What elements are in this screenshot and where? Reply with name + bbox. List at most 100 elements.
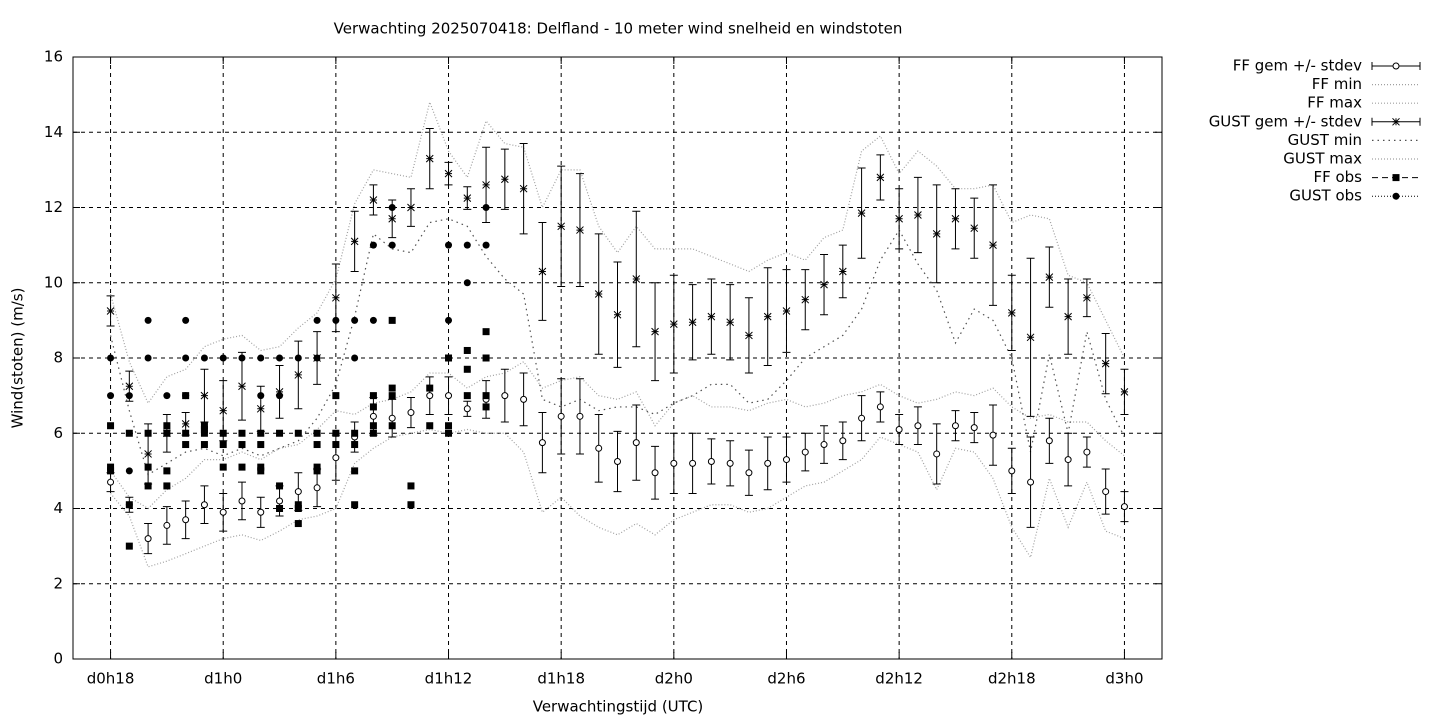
point: [820, 441, 828, 449]
x-tick-label: d0h18: [87, 670, 135, 688]
point: [163, 429, 171, 437]
point: [257, 392, 265, 400]
point: [294, 354, 302, 362]
point: [482, 403, 490, 411]
point: [351, 467, 359, 475]
point: [200, 391, 209, 400]
point: [219, 354, 227, 362]
legend-label: GUST max: [1283, 150, 1362, 168]
point: [989, 431, 997, 439]
legend-label: FF max: [1307, 94, 1362, 112]
point: [801, 448, 809, 456]
point: [1101, 359, 1110, 368]
point: [257, 429, 265, 437]
point: [219, 508, 227, 516]
point: [313, 354, 321, 362]
x-tick-label: d2h0: [655, 670, 693, 688]
x-tick-label: d1h12: [425, 670, 473, 688]
point: [425, 154, 434, 163]
point: [144, 450, 152, 458]
point: [276, 354, 284, 362]
point: [256, 404, 265, 413]
legend-marker: [1392, 174, 1400, 182]
point: [445, 241, 453, 249]
point: [313, 467, 321, 475]
point: [369, 196, 378, 204]
point: [482, 241, 490, 249]
y-tick-label: 6: [53, 424, 63, 442]
point: [745, 469, 753, 477]
point: [482, 204, 490, 211]
point: [388, 384, 396, 392]
point: [1083, 293, 1091, 302]
point: [1008, 467, 1016, 475]
point: [388, 414, 396, 422]
range-line: [109, 218, 1125, 476]
point: [764, 459, 772, 467]
point: [163, 521, 171, 529]
point: [200, 441, 208, 449]
point: [576, 412, 584, 420]
x-tick-label: d2h12: [875, 670, 923, 688]
point: [1102, 488, 1110, 496]
point: [557, 222, 566, 231]
point: [914, 211, 922, 219]
point: [200, 354, 208, 362]
x-tick-label: d1h18: [537, 670, 585, 688]
point: [932, 229, 941, 238]
range-line: [110, 428, 1125, 568]
point: [125, 467, 133, 475]
point: [614, 457, 621, 465]
point: [463, 279, 471, 287]
legend-label: FF min: [1312, 75, 1362, 93]
point: [294, 488, 302, 496]
point: [219, 406, 228, 415]
point: [445, 429, 453, 437]
point: [989, 241, 997, 249]
point: [520, 395, 528, 403]
point: [669, 320, 678, 328]
point: [369, 392, 377, 400]
point: [107, 392, 115, 400]
point: [445, 316, 453, 324]
point: [332, 293, 340, 302]
point: [144, 482, 152, 490]
point: [445, 422, 453, 430]
point: [238, 441, 246, 449]
point: [501, 392, 509, 400]
legend-label: FF gem +/- stdev: [1233, 57, 1362, 75]
point: [594, 290, 603, 298]
point: [933, 450, 941, 458]
point: [144, 354, 152, 362]
point: [332, 429, 340, 437]
point: [351, 316, 359, 324]
point: [538, 267, 547, 276]
point: [200, 501, 208, 509]
point: [388, 392, 396, 400]
point: [763, 312, 772, 321]
point: [125, 392, 133, 400]
point: [895, 214, 903, 223]
point: [1120, 388, 1129, 396]
point: [276, 392, 284, 400]
point: [107, 463, 115, 471]
point: [445, 392, 453, 400]
point: [688, 318, 697, 327]
point: [858, 414, 866, 422]
point: [313, 441, 321, 449]
point: [1064, 456, 1072, 464]
point: [144, 316, 152, 324]
point: [482, 328, 490, 336]
point: [332, 454, 340, 462]
point: [726, 318, 735, 327]
point: [632, 275, 641, 283]
point: [407, 409, 415, 417]
point: [689, 459, 697, 467]
point: [369, 429, 377, 437]
point: [182, 354, 190, 362]
point: [651, 327, 659, 336]
point: [388, 422, 396, 430]
point: [369, 412, 377, 420]
